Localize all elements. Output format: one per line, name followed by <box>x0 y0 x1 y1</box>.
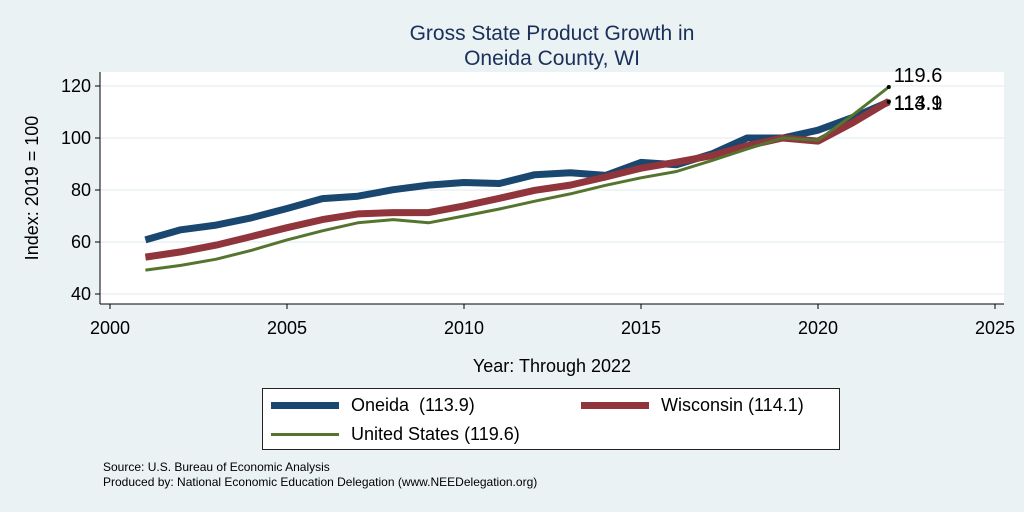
series-line-oneida <box>144 98 891 244</box>
x-tick-label-2015: 2015 <box>621 318 661 338</box>
end-label-united-states: 119.6 <box>894 65 943 87</box>
y-tick-label-120: 120 <box>61 76 91 96</box>
y-tick-label-60: 60 <box>71 232 91 252</box>
x-axis-title: Year: Through 2022 <box>473 356 631 376</box>
legend-item-oneida: Oneida (113.9) <box>271 395 475 416</box>
produced-by-note: Produced by: National Economic Education… <box>103 475 538 489</box>
y-axis-title: Index: 2019 = 100 <box>22 116 42 261</box>
x-tick-label-2025: 2025 <box>975 318 1015 338</box>
legend: Oneida (113.9) Wisconsin (114.1) United … <box>262 388 840 450</box>
legend-swatch-us <box>271 433 339 436</box>
y-tick-label-100: 100 <box>61 128 91 148</box>
legend-swatch-wisconsin <box>581 402 649 409</box>
legend-item-wisconsin: Wisconsin (114.1) <box>581 395 804 416</box>
x-tick-label-2005: 2005 <box>267 318 307 338</box>
end-point-united-states <box>886 85 891 90</box>
legend-item-us: United States (119.6) <box>271 424 520 445</box>
y-tick-label-40: 40 <box>71 284 91 304</box>
x-tick-label-2000: 2000 <box>90 318 130 338</box>
end-label-oneida: 113.9 <box>894 93 943 115</box>
x-tick-label-2010: 2010 <box>444 318 484 338</box>
source-note: Source: U.S. Bureau of Economic Analysis <box>103 460 330 474</box>
y-tick-label-80: 80 <box>71 180 91 200</box>
legend-label-wisconsin: Wisconsin (114.1) <box>661 395 804 415</box>
end-label-wisconsin: 114.1 <box>894 92 943 114</box>
chart-title-line-2: Oneida County, WI <box>464 47 640 70</box>
chart-title-line-1: Gross State Product Growth in <box>409 22 695 45</box>
legend-label-oneida: Oneida (113.9) <box>351 395 475 415</box>
series-line-united-states <box>145 85 890 272</box>
x-tick-label-2020: 2020 <box>798 318 838 338</box>
legend-swatch-oneida <box>271 402 339 409</box>
legend-label-us: United States (119.6) <box>351 424 520 444</box>
end-point-wisconsin <box>886 99 891 104</box>
